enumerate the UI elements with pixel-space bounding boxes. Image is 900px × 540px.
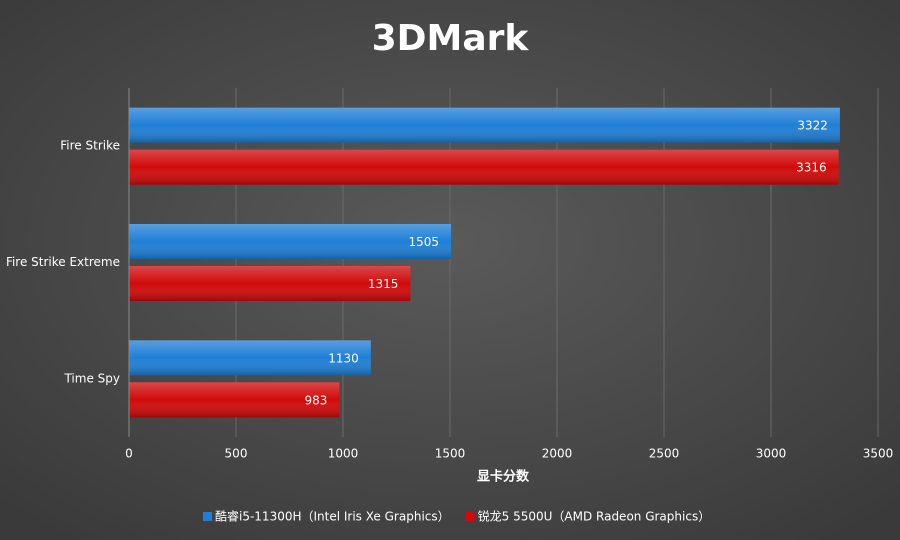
y-tick-label: Time Spy	[63, 371, 120, 385]
data-label: 3316	[796, 161, 827, 175]
x-tick-label: 2000	[542, 447, 573, 461]
legend-label: 锐龙5 5500U（AMD Radeon Graphics）	[478, 510, 711, 524]
x-axis-label: 显卡分数	[477, 469, 530, 485]
bar-shine	[129, 340, 371, 376]
legend-label: 酷睿i5-11300H（Intel Iris Xe Graphics）	[215, 509, 450, 524]
y-tick-label: Fire Strike Extreme	[6, 255, 120, 269]
bar-shine	[129, 266, 411, 301]
x-tick-label: 1500	[435, 447, 466, 461]
data-label: 1130	[328, 351, 359, 365]
bar-shine	[129, 224, 452, 259]
x-tick-label: 3000	[756, 447, 787, 461]
x-tick-label: 3500	[863, 447, 894, 461]
data-label: 1315	[368, 277, 399, 291]
data-label: 3322	[797, 119, 828, 133]
bar-shine	[129, 107, 840, 143]
chart-title: 3DMark	[372, 18, 530, 59]
y-tick-label: Fire Strike	[60, 139, 120, 153]
x-tick-label: 500	[225, 447, 248, 461]
legend-swatch	[465, 512, 475, 521]
bar-shine	[129, 382, 340, 418]
x-tick-label: 1000	[328, 447, 359, 461]
data-label: 1505	[409, 235, 440, 249]
legend-swatch	[203, 512, 212, 521]
x-tick-label: 0	[125, 447, 133, 461]
x-tick-label: 2500	[649, 447, 680, 461]
data-label: 983	[304, 393, 327, 407]
bar-shine	[129, 149, 839, 185]
